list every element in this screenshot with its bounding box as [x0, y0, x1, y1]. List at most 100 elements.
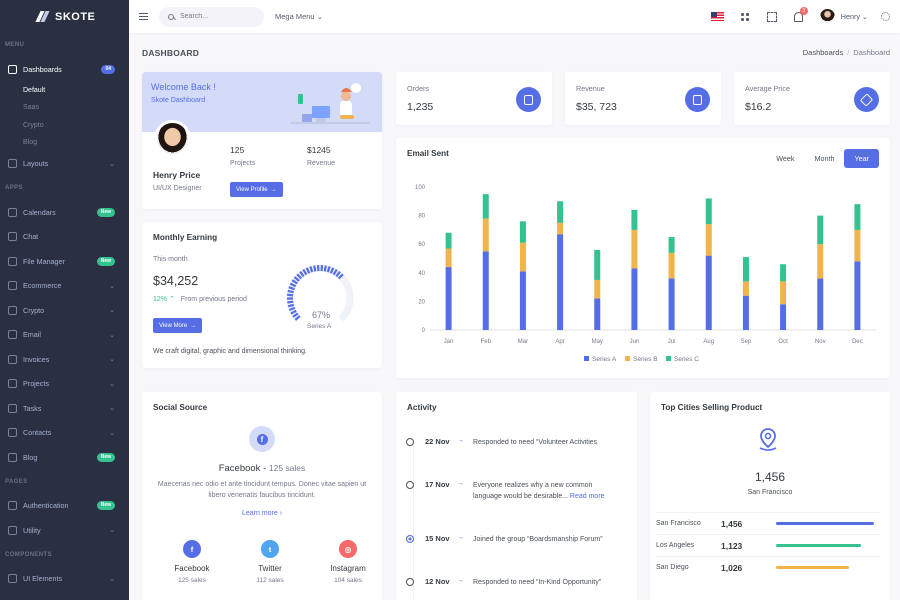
bar-series-c[interactable] — [742, 257, 749, 282]
x-tick-label: May — [592, 339, 603, 345]
sidebar-item-ui-elements[interactable]: UI Elements ⌄ — [0, 567, 129, 592]
social-item-instagram[interactable]: ◎ Instagram 104 sales — [313, 540, 383, 584]
sidebar-item-dashboards[interactable]: Dashboards 04 — [0, 57, 129, 82]
sidebar-subitem-crypto[interactable]: Crypto — [23, 121, 44, 129]
sidebar-item-layouts[interactable]: Layouts ⌄ — [0, 152, 129, 177]
bar-series-c[interactable] — [817, 215, 824, 245]
read-more-link[interactable]: Read more — [569, 493, 605, 500]
sidebar-item-calendars[interactable]: Calendars New — [0, 200, 129, 225]
sidebar-subitem-blog[interactable]: Blog — [23, 139, 38, 147]
menu-toggle-icon[interactable] — [139, 13, 148, 20]
sidebar-item-contacts[interactable]: Contacts ⌄ — [0, 421, 129, 446]
bar-series-a[interactable] — [854, 261, 861, 330]
bar-series-c[interactable] — [780, 264, 787, 282]
bar-series-a[interactable] — [482, 251, 489, 330]
breadcrumb-link[interactable]: Dashboards — [802, 48, 844, 57]
sidebar-item-label: Utility — [23, 525, 41, 535]
sidebar-item-tasks[interactable]: Tasks ⌄ — [0, 396, 129, 421]
bar-series-b[interactable] — [445, 248, 452, 268]
user-name: Henry — [840, 12, 860, 21]
stat-value: 1,235 — [407, 101, 434, 113]
bar-series-c[interactable] — [705, 198, 712, 225]
chevron-down-icon: ⌄ — [109, 356, 115, 364]
bar-series-c[interactable] — [854, 204, 861, 230]
bar-series-c[interactable] — [631, 209, 638, 230]
legend-label[interactable]: Series B — [633, 356, 658, 363]
bar-series-a[interactable] — [780, 304, 787, 330]
bar-series-b[interactable] — [557, 222, 564, 235]
tab-year[interactable]: Year — [844, 149, 879, 168]
bar-series-a[interactable] — [742, 295, 749, 330]
social-item-twitter[interactable]: t Twitter 112 sales — [235, 540, 305, 584]
social-item-facebook[interactable]: f Facebook 125 sales — [157, 540, 227, 584]
bell-icon[interactable]: 3 — [793, 6, 808, 22]
sidebar-item-invoices[interactable]: Invoices ⌄ — [0, 347, 129, 372]
bar-series-c[interactable] — [482, 194, 489, 219]
bar-series-c[interactable] — [519, 221, 526, 243]
city-progress-track — [776, 522, 880, 525]
search-input[interactable] — [180, 13, 255, 20]
bar-series-c[interactable] — [668, 237, 675, 253]
bar-series-b[interactable] — [482, 218, 489, 252]
sidebar-item-authentication[interactable]: Authentication New — [0, 494, 129, 519]
sidebar-item-email[interactable]: Email ⌄ — [0, 323, 129, 348]
social-headline: Facebook - 125 sales — [218, 463, 306, 474]
legend-label[interactable]: Series C — [674, 356, 699, 363]
bar-series-a[interactable] — [557, 234, 564, 330]
bar-series-a[interactable] — [519, 271, 526, 330]
apps-grid-icon[interactable] — [739, 11, 750, 22]
user-avatar[interactable] — [819, 9, 835, 24]
activity-date: 15 Nov — [425, 534, 450, 543]
bar-series-b[interactable] — [817, 244, 824, 279]
sidebar-item-file-manager[interactable]: File Manager New — [0, 249, 129, 274]
bar-series-b[interactable] — [742, 281, 749, 296]
tab-month[interactable]: Month — [814, 154, 835, 163]
sidebar-item-utility[interactable]: Utility ⌄ — [0, 518, 129, 543]
sidebar-item-projects[interactable]: Projects ⌄ — [0, 372, 129, 397]
gauge-tick — [296, 273, 303, 280]
bar-series-a[interactable] — [594, 298, 601, 330]
gauge-tick — [288, 286, 295, 291]
tab-week[interactable]: Week — [776, 154, 795, 163]
map-pin-icon — [759, 428, 777, 451]
bar-series-c[interactable] — [557, 201, 564, 223]
bar-series-c[interactable] — [594, 249, 601, 280]
sidebar-item-ecommerce[interactable]: Ecommerce ⌄ — [0, 274, 129, 299]
mega-menu-dropdown[interactable]: Mega Menu ⌄ — [275, 12, 323, 21]
sidebar-item-chat[interactable]: Chat — [0, 225, 129, 250]
bar-series-b[interactable] — [854, 229, 861, 262]
bar-series-b[interactable] — [631, 229, 638, 269]
fullscreen-icon[interactable] — [766, 11, 777, 22]
brand-logo[interactable]: SKOTE — [0, 0, 129, 33]
home-icon — [8, 64, 17, 74]
user-menu[interactable]: Henry ⌄ — [841, 12, 868, 21]
activity-item: 17 Nov → Everyone realizes why a new commo… — [406, 480, 627, 510]
bar-series-a[interactable] — [631, 268, 638, 330]
bar-series-b[interactable] — [519, 242, 526, 272]
arrow-up-icon: ⌃ — [168, 296, 175, 303]
bar-series-a[interactable] — [445, 267, 452, 330]
view-profile-button[interactable]: View Profile → — [230, 182, 283, 197]
us-flag-icon[interactable] — [710, 12, 724, 21]
search-box[interactable] — [159, 6, 264, 27]
sidebar-item-blog[interactable]: Blog New — [0, 445, 129, 470]
gear-icon[interactable] — [881, 12, 890, 21]
bar-series-b[interactable] — [594, 279, 601, 299]
sidebar-subitem-saas[interactable]: Saas — [23, 104, 39, 112]
bar-series-b[interactable] — [668, 252, 675, 279]
view-more-button[interactable]: View More → — [153, 318, 203, 333]
learn-more-link[interactable]: Learn more › — [142, 510, 382, 517]
sidebar-item-crypto[interactable]: Crypto ⌄ — [0, 298, 129, 323]
activity-text-body: Responded to need “In-Kind Opportunity” — [473, 579, 602, 586]
arrow-right-icon: → — [190, 322, 197, 329]
bar-series-c[interactable] — [445, 232, 452, 249]
sidebar-subitem-default[interactable]: Default — [23, 86, 46, 94]
bar-series-b[interactable] — [705, 224, 712, 256]
bar-series-b[interactable] — [780, 281, 787, 305]
x-tick-label: Sep — [741, 339, 752, 345]
bar-series-a[interactable] — [705, 255, 712, 330]
legend-label[interactable]: Series A — [592, 356, 617, 363]
bar-series-a[interactable] — [817, 278, 824, 330]
gauge-tick — [289, 282, 297, 288]
bar-series-a[interactable] — [668, 278, 675, 330]
